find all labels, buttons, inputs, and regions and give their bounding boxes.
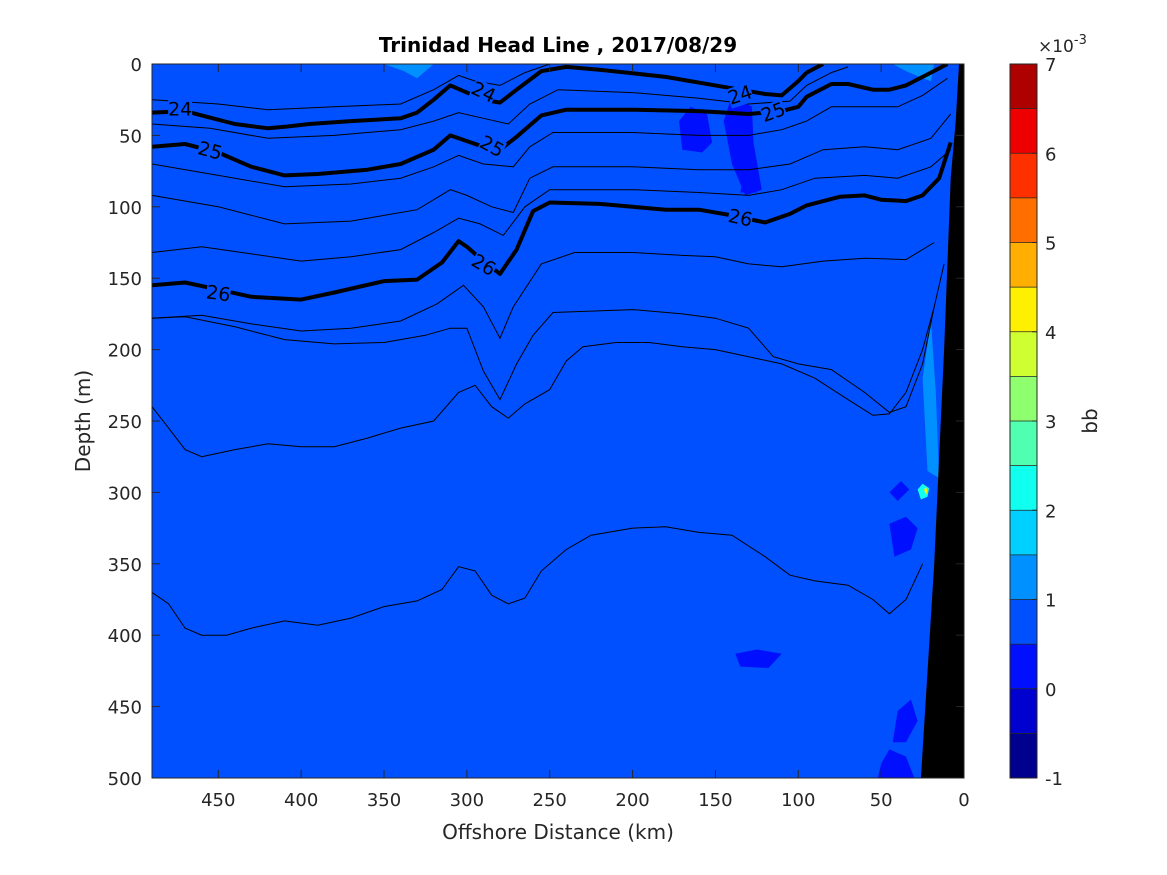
y-tick-label: 100: [108, 198, 142, 219]
y-tick-label: 0: [131, 55, 142, 76]
colorbar-tick-label: 1: [1045, 591, 1056, 612]
contour-line-thin: [152, 149, 952, 262]
field-patches: [384, 64, 940, 778]
contour-label-backdrop: [468, 78, 499, 107]
x-tick-label: 0: [958, 790, 969, 811]
colorbar-band: [1010, 331, 1037, 377]
field-patch: [892, 699, 918, 743]
y-tick-label: 200: [108, 341, 142, 362]
field-patch: [922, 321, 940, 479]
field-patch: [889, 516, 918, 557]
colorbar-tick-label: 2: [1045, 501, 1056, 522]
colorbar-tick-label: 6: [1045, 144, 1056, 165]
colorbar-band: [1010, 599, 1037, 645]
contour-label: 26: [205, 281, 232, 306]
y-tick-label: 300: [108, 483, 142, 504]
colorbar-ticks: -1 0 1 2 3 4 5 6 7: [1010, 55, 1063, 790]
contour-line-26: [152, 141, 953, 302]
colorbar-band: [1010, 64, 1037, 109]
colorbar-tick-label: -1: [1045, 769, 1063, 790]
colorbar-band: [1010, 108, 1037, 154]
colorbar-exponent-base: ×10: [1038, 37, 1074, 57]
contour-label-backdrop: [168, 99, 193, 120]
contour-line-thin: [152, 77, 948, 188]
contour-line-thin: [152, 526, 924, 636]
contour-label-backdrop: [726, 205, 755, 231]
x-tick-label: 300: [450, 790, 484, 811]
field-patch: [735, 649, 782, 668]
density-contours-thin: [152, 64, 952, 636]
colorbar-exponent: ×10-3: [1038, 33, 1087, 57]
colorbar-band: [1010, 376, 1037, 421]
contour-label: 24: [168, 99, 192, 121]
field-patch: [924, 486, 928, 496]
colorbar-band: [1010, 242, 1037, 288]
x-tick-label: 50: [870, 790, 893, 811]
y-tick-label: 150: [108, 269, 142, 290]
colorbar-tick-label: 7: [1045, 55, 1056, 76]
x-tick-label: 150: [698, 790, 732, 811]
y-tick-label: 400: [108, 626, 142, 647]
field-background: [152, 64, 964, 778]
y-tick-label: 500: [108, 769, 142, 790]
contour-label-backdrop: [758, 99, 789, 127]
colorbar-exponent-power: -3: [1074, 33, 1087, 48]
field-patch: [679, 106, 713, 153]
chart-title: Trinidad Head Line , 2017/08/29: [379, 33, 737, 57]
contour-label-backdrop: [195, 138, 225, 164]
contour-line-thin: [152, 64, 550, 111]
colorbar-band: [1010, 465, 1037, 511]
colorbar: -1 0 1 2 3 4 5 6 7 ×10-3 bb: [1009, 33, 1102, 790]
x-tick-label: 200: [615, 790, 649, 811]
x-tick-label: 400: [284, 790, 318, 811]
colorbar-bands: [1010, 64, 1037, 778]
x-axis-label: Offshore Distance (km): [442, 820, 674, 844]
colorbar-band: [1010, 421, 1037, 466]
colorbar-tick-label: 4: [1045, 323, 1056, 344]
y-axis-label: Depth (m): [71, 370, 95, 472]
field-patch: [384, 64, 434, 79]
y-tick-label: 350: [108, 555, 142, 576]
x-tick-label: 350: [367, 790, 401, 811]
y-tick-label: 250: [108, 412, 142, 433]
colorbar-band: [1010, 644, 1037, 689]
colorbar-band: [1010, 688, 1037, 734]
colorbar-tick-label: 5: [1045, 234, 1056, 255]
y-axis-ticks: 0 50 100 150 200 250 300 350 400 450 500: [108, 55, 964, 790]
colorbar-band: [1010, 733, 1037, 778]
x-tick-label: 100: [781, 790, 815, 811]
colorbar-band: [1010, 510, 1037, 555]
bathymetry-seafloor: [920, 64, 964, 778]
contour-line-thin: [152, 306, 935, 458]
colorbar-band: [1010, 554, 1037, 600]
contour-label-backdrop: [725, 82, 755, 109]
colorbar-band: [1010, 287, 1037, 332]
y-tick-label: 50: [119, 126, 142, 147]
contour-label-backdrop: [205, 282, 232, 306]
x-tick-label: 250: [533, 790, 567, 811]
y-tick-label: 450: [108, 698, 142, 719]
contour-line-thin: [152, 263, 945, 413]
colorbar-tick-label: 3: [1045, 412, 1056, 433]
colorbar-band: [1010, 197, 1037, 243]
colorbar-band: [1010, 153, 1037, 198]
contour-label: 26: [726, 205, 754, 232]
x-tick-label: 450: [201, 790, 235, 811]
field-patch: [877, 749, 915, 778]
x-axis-ticks: 450 400 350 300 250 200 150 100 50 0: [201, 64, 970, 811]
contour-line-thin: [152, 113, 952, 225]
contour-line-25: [152, 64, 949, 178]
field-patch: [889, 481, 910, 501]
contour-line-thin: [152, 66, 849, 139]
field-patch: [917, 483, 930, 500]
contour-line-thin: [152, 242, 935, 340]
contour-label-backdrop: [476, 132, 508, 162]
field-patch: [723, 95, 762, 196]
colorbar-tick-label: 0: [1045, 680, 1056, 701]
contour-label-backdrop: [468, 250, 499, 281]
colorbar-label: bb: [1078, 408, 1102, 433]
